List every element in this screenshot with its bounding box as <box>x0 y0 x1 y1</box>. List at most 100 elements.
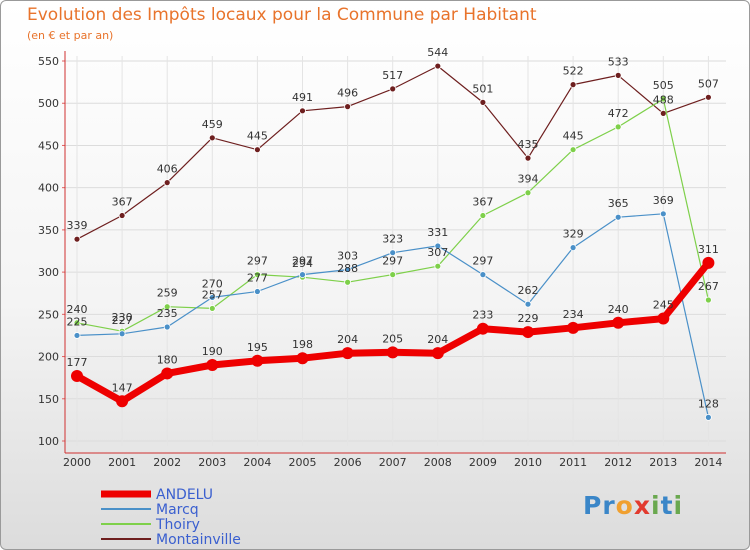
data-point-thoiry <box>524 189 532 197</box>
data-label-montainville: 522 <box>563 65 584 78</box>
data-point-montainville <box>434 62 442 70</box>
data-label-thoiry: 445 <box>563 130 584 143</box>
data-point-andelu <box>341 347 354 360</box>
y-tick-label: 450 <box>38 139 59 152</box>
logo-letter: i <box>651 491 661 520</box>
data-label-montainville: 459 <box>202 118 223 131</box>
data-label-marcq: 227 <box>112 314 133 327</box>
y-tick-label: 300 <box>38 266 59 279</box>
logo-letter: i <box>673 491 684 520</box>
data-point-montainville <box>73 235 81 243</box>
data-label-montainville: 488 <box>653 93 674 106</box>
chart-subtitle: (en € et par an) <box>27 29 114 42</box>
legend-label-andelu: ANDELU <box>156 487 213 503</box>
data-point-marcq <box>344 266 352 273</box>
data-point-marcq <box>118 330 126 338</box>
data-label-thoiry: 472 <box>608 107 629 120</box>
data-point-marcq <box>434 242 442 250</box>
data-label-thoiry: 288 <box>337 262 358 275</box>
data-label-andelu: 234 <box>563 308 584 321</box>
data-label-andelu: 311 <box>698 243 719 256</box>
data-label-montainville: 367 <box>112 196 133 209</box>
data-label-montainville: 406 <box>157 163 178 176</box>
data-point-montainville <box>163 179 171 187</box>
data-point-thoiry <box>614 123 622 131</box>
data-label-marcq: 365 <box>608 197 629 210</box>
data-point-thoiry <box>389 271 397 279</box>
data-point-thoiry <box>253 271 261 279</box>
data-label-marcq: 262 <box>518 284 539 297</box>
data-label-thoiry: 307 <box>427 246 448 259</box>
data-point-marcq <box>614 213 622 221</box>
data-label-andelu: 245 <box>653 299 674 312</box>
data-point-montainville <box>208 134 216 142</box>
data-label-andelu: 204 <box>427 333 448 346</box>
data-point-thoiry <box>705 296 712 304</box>
data-point-marcq <box>705 413 712 421</box>
data-label-thoiry: 297 <box>247 255 268 268</box>
data-point-montainville <box>344 103 352 110</box>
data-point-marcq <box>163 323 171 331</box>
data-label-marcq: 331 <box>427 226 448 239</box>
x-tick-label: 2001 <box>108 456 136 469</box>
data-label-thoiry: 259 <box>157 287 178 300</box>
y-tick-label: 250 <box>38 308 59 321</box>
data-point-marcq <box>208 294 216 301</box>
data-point-marcq <box>659 210 667 218</box>
data-label-montainville: 496 <box>337 87 358 100</box>
data-point-marcq <box>389 249 397 257</box>
logo-letter: o <box>615 491 634 520</box>
y-tick-label: 400 <box>38 182 59 195</box>
data-label-andelu: 204 <box>337 333 358 346</box>
data-point-montainville <box>299 107 306 115</box>
data-label-montainville: 435 <box>518 138 539 151</box>
data-label-thoiry: 240 <box>67 303 88 316</box>
data-label-montainville: 507 <box>698 77 719 90</box>
logo-letter: x <box>633 491 651 520</box>
data-point-thoiry <box>659 95 667 103</box>
x-tick-label: 2011 <box>559 456 587 469</box>
legend-label-thoiry: Thoiry <box>155 517 200 533</box>
data-label-andelu: 190 <box>202 345 223 358</box>
data-label-andelu: 147 <box>112 381 133 394</box>
data-point-montainville <box>614 71 622 79</box>
x-tick-label: 2009 <box>469 456 497 469</box>
x-tick-label: 2014 <box>694 456 722 469</box>
x-tick-label: 2010 <box>514 456 542 469</box>
data-label-montainville: 491 <box>292 91 313 104</box>
data-point-andelu <box>296 352 309 365</box>
data-label-andelu: 233 <box>472 309 493 322</box>
data-point-montainville <box>118 212 126 219</box>
data-label-thoiry: 230 <box>112 311 133 324</box>
x-tick-label: 2003 <box>198 456 226 469</box>
data-point-thoiry <box>569 146 577 154</box>
data-label-andelu: 229 <box>518 312 539 325</box>
series <box>71 62 715 421</box>
x-tick-label: 2000 <box>63 456 91 469</box>
data-point-marcq <box>524 300 532 308</box>
data-label-marcq: 270 <box>202 277 223 290</box>
data-point-montainville <box>253 146 261 154</box>
data-point-thoiry <box>434 262 442 270</box>
x-tick-label: 2005 <box>289 456 317 469</box>
data-label-marcq: 329 <box>563 228 584 241</box>
data-point-andelu <box>702 256 715 269</box>
data-point-montainville <box>524 154 532 162</box>
data-point-andelu <box>386 346 399 359</box>
data-point-thoiry <box>73 319 81 327</box>
data-point-marcq <box>253 288 261 295</box>
data-point-andelu <box>251 354 264 367</box>
data-label-andelu: 205 <box>382 332 403 345</box>
data-point-thoiry <box>479 212 487 219</box>
data-label-montainville: 544 <box>427 46 448 59</box>
data-point-thoiry <box>163 303 171 311</box>
data-point-marcq <box>479 271 487 279</box>
data-point-montainville <box>705 93 712 101</box>
data-label-marcq: 323 <box>382 233 403 246</box>
data-point-andelu <box>657 312 670 325</box>
data-point-thoiry <box>208 305 216 312</box>
data-label-marcq: 297 <box>472 255 493 268</box>
data-label-montainville: 445 <box>247 130 268 143</box>
